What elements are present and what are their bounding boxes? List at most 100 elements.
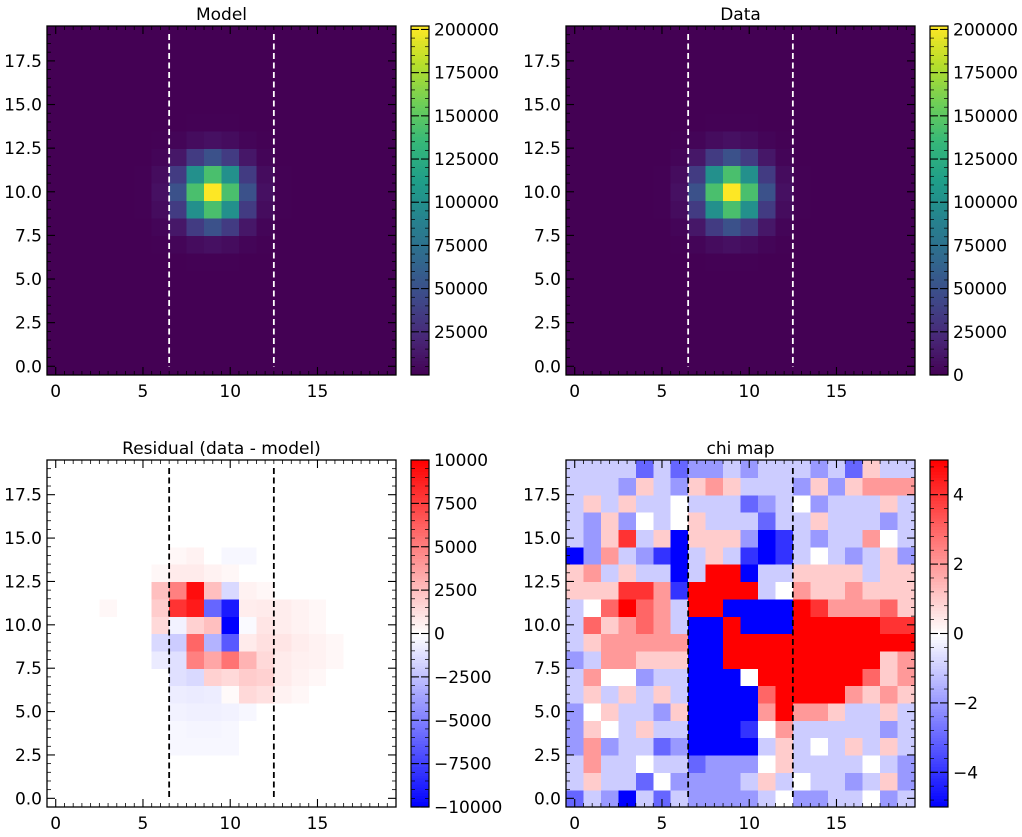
colorbar-segment xyxy=(411,284,429,289)
heatmap-cell xyxy=(186,200,205,219)
heatmap-cell xyxy=(99,357,118,376)
heatmap-cell xyxy=(81,235,100,254)
colorbar-segment xyxy=(930,798,948,802)
colorbar-segment xyxy=(930,688,948,692)
colorbar-segment xyxy=(930,357,948,362)
heatmap-cell xyxy=(151,235,170,254)
colorbar-segment xyxy=(411,241,429,245)
heatmap-cell xyxy=(880,616,899,635)
y-tick-label: 15.0 xyxy=(4,529,42,549)
heatmap-cell xyxy=(186,702,205,721)
colorbar-segment xyxy=(411,572,429,577)
heatmap-cell xyxy=(64,252,83,271)
heatmap-cell xyxy=(169,477,188,496)
heatmap-cell xyxy=(880,183,899,202)
x-tick-label: 0 xyxy=(50,814,61,834)
colorbar-segment xyxy=(930,127,948,132)
heatmap-cell xyxy=(151,287,170,306)
colorbar-segment xyxy=(411,746,429,750)
heatmap-cell xyxy=(792,650,811,669)
heatmap-cell xyxy=(757,529,776,548)
heatmap-cell xyxy=(47,737,66,756)
heatmap-cell xyxy=(204,598,223,617)
colorbar-segment xyxy=(411,772,429,776)
heatmap-cell xyxy=(47,754,66,773)
heatmap-cell xyxy=(134,305,153,324)
heatmap-cell xyxy=(361,130,380,149)
heatmap-cell xyxy=(566,581,585,600)
heatmap-cell xyxy=(810,148,829,167)
heatmap-cell xyxy=(880,512,899,530)
heatmap-cell xyxy=(81,26,100,45)
heatmap-cell xyxy=(151,95,170,114)
heatmap-cell xyxy=(169,668,188,687)
heatmap-cell xyxy=(566,685,585,704)
heatmap-cell xyxy=(740,43,759,62)
heatmap-cell xyxy=(600,512,619,530)
heatmap-cell xyxy=(204,95,223,114)
heatmap-cell xyxy=(897,581,916,600)
heatmap-cell xyxy=(792,217,811,236)
colorbar-segment xyxy=(411,656,429,661)
heatmap-cell xyxy=(688,772,707,791)
heatmap-cell xyxy=(134,702,153,721)
heatmap-cell xyxy=(116,95,135,114)
heatmap-cell xyxy=(880,305,899,324)
heatmap-cell xyxy=(361,685,380,704)
heatmap-cell xyxy=(169,772,188,791)
colorbar-segment xyxy=(930,529,948,533)
heatmap-cell xyxy=(775,305,794,324)
heatmap-cell xyxy=(670,564,689,583)
colorbar-segment xyxy=(411,720,429,724)
heatmap-cell xyxy=(635,200,654,219)
heatmap-cell xyxy=(326,340,345,359)
colorbar-segment xyxy=(411,798,429,802)
heatmap-cell xyxy=(635,217,654,236)
heatmap-cell xyxy=(238,512,257,530)
colorbar-segment xyxy=(411,72,429,77)
heatmap-cell xyxy=(688,633,707,652)
heatmap-cell xyxy=(618,512,637,530)
heatmap-cell xyxy=(880,357,899,376)
heatmap-cell xyxy=(845,685,864,704)
heatmap-cell xyxy=(99,564,118,583)
heatmap-cell xyxy=(169,95,188,114)
heatmap-cell xyxy=(273,235,292,254)
heatmap-cell xyxy=(723,668,742,687)
heatmap-cell xyxy=(600,581,619,600)
colorbar-segment xyxy=(411,156,429,161)
heatmap-cell xyxy=(238,546,257,565)
heatmap-cell xyxy=(618,754,637,773)
heatmap-cell xyxy=(827,270,846,289)
heatmap-cell xyxy=(705,772,724,791)
heatmap-cell xyxy=(688,235,707,254)
colorbar-segment xyxy=(930,223,948,228)
heatmap-cell xyxy=(256,598,275,617)
colorbar-segment xyxy=(411,517,429,522)
heatmap-cell xyxy=(99,270,118,289)
heatmap-cell xyxy=(583,720,602,739)
heatmap-cell xyxy=(897,165,916,184)
colorbar-segment xyxy=(411,354,429,359)
heatmap-cell xyxy=(361,43,380,62)
colorbar-segment xyxy=(930,532,948,536)
heatmap-cell xyxy=(775,494,794,513)
colorbar-segment xyxy=(411,183,429,187)
heatmap-cell xyxy=(670,322,689,341)
heatmap-cell xyxy=(256,633,275,652)
colorbar-segment xyxy=(930,212,948,216)
heatmap-cell xyxy=(204,529,223,548)
heatmap-cell xyxy=(343,148,362,167)
heatmap-cell xyxy=(221,477,240,496)
heatmap-cell xyxy=(740,183,759,202)
heatmap-cell xyxy=(378,581,397,600)
heatmap-cell xyxy=(64,633,83,652)
heatmap-cell xyxy=(99,650,118,669)
heatmap-cell xyxy=(47,546,66,565)
heatmap-cell xyxy=(880,200,899,219)
heatmap-cell xyxy=(99,305,118,324)
heatmap-cell xyxy=(757,287,776,306)
heatmap-cell xyxy=(862,529,881,548)
heatmap-cell xyxy=(880,148,899,167)
